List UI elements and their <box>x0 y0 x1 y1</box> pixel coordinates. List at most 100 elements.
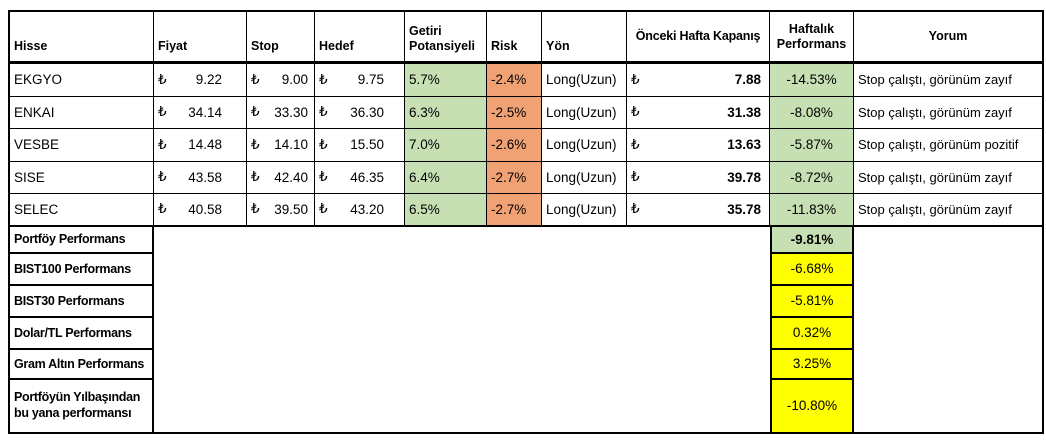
risk-value: -2.6% <box>491 137 527 153</box>
cell-haftalik-performans: -5.87% <box>770 129 854 162</box>
return-potential: 6.5% <box>409 201 440 217</box>
stock-symbol: VESBE <box>14 137 60 153</box>
summary-value: 3.25% <box>770 349 854 380</box>
currency-symbol: ₺ <box>158 201 167 217</box>
currency-symbol: ₺ <box>631 169 640 185</box>
cell-yorum: Stop çalıştı, görünüm zayıf <box>854 194 1042 227</box>
stock-symbol: EKGYO <box>14 72 63 88</box>
empty-area <box>854 286 1042 318</box>
col-header-stop: Stop <box>247 12 315 64</box>
comment-text: Stop çalıştı, görünüm zayıf <box>858 104 1012 120</box>
direction-value: Long(Uzun) <box>546 104 617 120</box>
prev-close-value: 35.78 <box>727 201 761 217</box>
weekly-performance: -14.53% <box>786 72 837 88</box>
table-row: ENKAI ₺ 34.14 ₺ 33.30 ₺ 36.30 6.3% -2.5% Lo… <box>10 96 1042 129</box>
empty-area <box>154 350 770 380</box>
empty-area <box>154 227 770 254</box>
cell-onceki-kapanis: ₺ 13.63 <box>627 129 770 162</box>
cell-onceki-kapanis: ₺ 35.78 <box>627 194 770 227</box>
col-header-haftalik-performans: Haftalık Performans <box>770 12 854 64</box>
stop-value: 42.40 <box>274 169 308 185</box>
cell-haftalik-performans: -11.83% <box>770 194 854 227</box>
weekly-performance: -11.83% <box>786 201 837 217</box>
summary-row-gram-altin: Gram Altın Performans 3.25% <box>10 349 1042 380</box>
summary-row-bist30: BIST30 Performans -5.81% <box>10 285 1042 318</box>
cell-yon: Long(Uzun) <box>542 64 627 97</box>
summary-row-dolar-tl: Dolar/TL Performans 0.32% <box>10 317 1042 350</box>
col-header-getiri-potansiyeli: Getiri Potansiyeli <box>405 12 487 64</box>
cell-yon: Long(Uzun) <box>542 194 627 227</box>
prev-close-value: 13.63 <box>727 137 761 153</box>
empty-area <box>854 254 1042 286</box>
table-row: SISE ₺ 43.58 ₺ 42.40 ₺ 46.35 6.4% -2.7% Lon… <box>10 161 1042 194</box>
cell-hisse: ENKAI <box>10 96 154 129</box>
cell-yorum: Stop çalıştı, görünüm zayıf <box>854 162 1042 194</box>
summary-label: BIST30 Performans <box>10 285 154 318</box>
currency-symbol: ₺ <box>319 201 328 217</box>
currency-symbol: ₺ <box>631 71 640 87</box>
return-potential: 6.3% <box>409 104 440 120</box>
cell-hedef: ₺ 36.30 <box>315 96 405 129</box>
cell-onceki-kapanis: ₺ 39.78 <box>627 161 770 194</box>
price-value: 40.58 <box>188 201 222 217</box>
cell-risk: -2.5% <box>487 96 542 129</box>
price-value: 43.58 <box>188 169 222 185</box>
cell-stop: ₺ 9.00 <box>247 64 315 97</box>
cell-fiyat: ₺ 34.14 <box>154 96 247 129</box>
stop-value: 14.10 <box>274 137 308 153</box>
summary-label: Portföyün Yılbaşından bu yana performans… <box>10 379 154 432</box>
cell-hisse: SELEC <box>10 194 154 227</box>
risk-value: -2.7% <box>491 169 527 185</box>
col-header-yon: Yön <box>542 12 627 64</box>
cell-fiyat: ₺ 43.58 <box>154 161 247 194</box>
summary-label: Portföy Performans <box>10 226 154 254</box>
price-value: 34.14 <box>188 104 222 120</box>
cell-hedef: ₺ 43.20 <box>315 194 405 227</box>
currency-symbol: ₺ <box>631 201 640 217</box>
direction-value: Long(Uzun) <box>546 72 617 88</box>
currency-symbol: ₺ <box>158 136 167 152</box>
table-row: VESBE ₺ 14.48 ₺ 14.10 ₺ 15.50 7.0% -2.6% Lo… <box>10 129 1042 162</box>
col-header-risk: Risk <box>487 12 542 64</box>
cell-yorum: Stop çalıştı, görünüm pozitif <box>854 129 1042 162</box>
table-row: SELEC ₺ 40.58 ₺ 39.50 ₺ 43.20 6.5% -2.7% Lo… <box>10 194 1042 227</box>
cell-stop: ₺ 33.30 <box>247 96 315 129</box>
cell-onceki-kapanis: ₺ 7.88 <box>627 64 770 97</box>
empty-area <box>154 318 770 350</box>
summary-label: Dolar/TL Performans <box>10 317 154 350</box>
cell-getiri-potansiyeli: 7.0% <box>405 129 487 162</box>
header-row: Hisse Fiyat Stop Hedef Getiri Potansiyel… <box>10 12 1042 64</box>
currency-symbol: ₺ <box>251 169 260 185</box>
summary-label: Gram Altın Performans <box>10 349 154 380</box>
cell-hedef: ₺ 9.75 <box>315 64 405 97</box>
cell-haftalik-performans: -14.53% <box>770 64 854 97</box>
empty-area <box>854 350 1042 380</box>
direction-value: Long(Uzun) <box>546 201 617 217</box>
summary-value: -10.80% <box>770 379 854 432</box>
comment-text: Stop çalıştı, görünüm zayıf <box>858 72 1012 88</box>
target-value: 9.75 <box>357 72 384 88</box>
comment-text: Stop çalıştı, görünüm zayıf <box>858 169 1012 185</box>
stock-symbol: ENKAI <box>14 104 55 120</box>
col-header-yorum: Yorum <box>854 12 1042 64</box>
stock-symbol: SISE <box>14 169 45 185</box>
direction-value: Long(Uzun) <box>546 137 617 153</box>
cell-onceki-kapanis: ₺ 31.38 <box>627 96 770 129</box>
prev-close-value: 31.38 <box>727 104 761 120</box>
cell-risk: -2.7% <box>487 161 542 194</box>
cell-risk: -2.4% <box>487 64 542 97</box>
price-value: 14.48 <box>188 137 222 153</box>
empty-area <box>854 380 1042 432</box>
cell-yorum: Stop çalıştı, görünüm zayıf <box>854 97 1042 129</box>
weekly-performance: -8.08% <box>790 104 833 120</box>
currency-symbol: ₺ <box>319 136 328 152</box>
return-potential: 6.4% <box>409 169 440 185</box>
empty-area <box>154 286 770 318</box>
summary-value: -5.81% <box>770 285 854 318</box>
summary-label: BIST100 Performans <box>10 253 154 286</box>
cell-risk: -2.6% <box>487 129 542 162</box>
target-value: 15.50 <box>350 137 384 153</box>
currency-symbol: ₺ <box>251 201 260 217</box>
target-value: 36.30 <box>350 104 384 120</box>
cell-stop: ₺ 39.50 <box>247 194 315 227</box>
